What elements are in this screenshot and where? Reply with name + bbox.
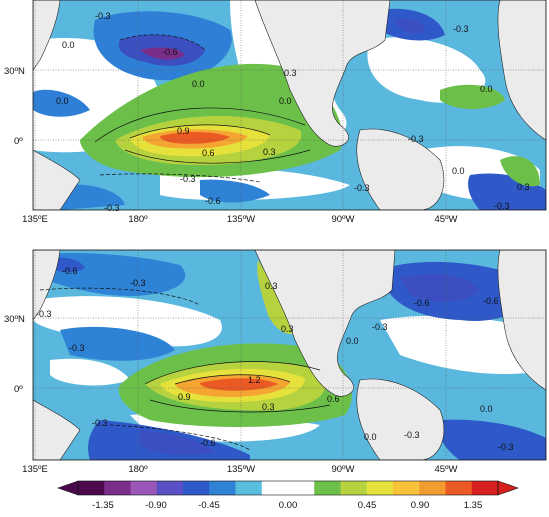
- contour-label: 0.0: [452, 166, 465, 176]
- colorbar-segment: [419, 481, 446, 495]
- contour-label: 0.3: [284, 68, 297, 78]
- colorbar-tick-label: 1.35: [464, 500, 483, 511]
- contour-label: -0.3: [95, 11, 111, 21]
- contour-label: 0.3: [517, 182, 530, 192]
- contour-label: -0.6: [62, 266, 78, 276]
- colorbar-segment: [471, 481, 499, 495]
- lon-tick-label: 45ºW: [434, 214, 457, 225]
- contour-label: 0.0: [56, 96, 69, 106]
- contour-label: 0.3: [281, 324, 294, 334]
- lat-tick-label: 30ºN: [4, 66, 25, 77]
- colorbar-segment: [209, 481, 236, 495]
- colorbar-segment: [104, 481, 131, 495]
- contour-label: -0.6: [414, 298, 430, 308]
- lon-tick-label: 180º: [128, 214, 148, 225]
- contour-label: -0.3: [130, 278, 146, 288]
- colorbar: -1.35 -0.90 -0.45 0.00 0.45 0.90 1.35: [57, 480, 519, 511]
- north-america-land: [254, 0, 391, 147]
- colorbar-segment: [366, 481, 394, 495]
- lon-tick-label: 180º: [128, 464, 148, 475]
- contour-label: 0.0: [279, 96, 292, 106]
- colorbar-frame: [77, 480, 499, 496]
- map-panel-top: 0.0 -0.3 0.0 -0.6 0.0 0.3 0.0 0.9 0.6 0.…: [4, 0, 547, 225]
- lon-tick-label: 135ºE: [22, 214, 48, 225]
- lat-tick-label: 0º: [14, 136, 23, 147]
- lat-tick-label: 30ºN: [4, 314, 25, 325]
- europe-africa-land: [497, 250, 546, 391]
- lon-tick-label: 45ºW: [434, 464, 457, 475]
- contour-label: 0.0: [364, 432, 377, 442]
- colorbar-segment: [288, 481, 315, 495]
- lon-tick-label: 135ºW: [227, 464, 255, 475]
- colorbar-tick-label: 0.45: [358, 500, 377, 511]
- panel-frame: [32, 0, 547, 211]
- contour-label: -0.6: [205, 196, 221, 206]
- colorbar-tick-label: 0.00: [279, 500, 298, 511]
- contour-label: -0.3: [408, 134, 424, 144]
- lat-tick-label: 0º: [14, 384, 23, 395]
- colorbar-left-extension: [57, 480, 79, 496]
- lon-tick-label: 90ºW: [331, 464, 354, 475]
- contour-label: 0.6: [327, 394, 340, 404]
- contour-label: 0.6: [202, 148, 215, 158]
- contour-label: -0.3: [498, 442, 514, 452]
- colorbar-segment: [314, 481, 341, 495]
- contour-label: -0.3: [494, 201, 510, 211]
- contour-label: 0.3: [263, 147, 276, 157]
- lon-tick-label: 135ºE: [22, 464, 48, 475]
- south-america-land: [356, 128, 445, 210]
- colorbar-segment: [130, 481, 158, 495]
- colorbar-segment: [261, 481, 289, 495]
- south-america-land: [356, 378, 445, 460]
- contour-label: 0.3: [265, 281, 278, 291]
- panel-frame: [32, 249, 547, 461]
- contour-label: -0.6: [200, 438, 216, 448]
- contour-label: -0.3: [372, 322, 388, 332]
- contour-label: -0.3: [180, 174, 196, 184]
- colorbar-segment: [393, 481, 420, 495]
- contour-label: 0.0: [480, 404, 493, 414]
- colorbar-segment: [340, 481, 368, 495]
- contour-label: -0.3: [36, 309, 52, 319]
- contour-label: 0.9: [178, 392, 191, 402]
- contour-label: -0.3: [69, 343, 85, 353]
- colorbar-segment: [445, 481, 473, 495]
- contour-label: 0.0: [192, 79, 205, 89]
- contour-label: -0.3: [92, 418, 108, 428]
- contour-label: -0.6: [483, 296, 499, 306]
- colorbar-segment: [183, 481, 210, 495]
- contour-label: -0.3: [104, 203, 120, 213]
- map-panel-bottom: -0.6 -0.3 -0.3 -0.3 0.3 0.3 -0.6 -0.6 -0…: [4, 249, 547, 475]
- contour-label: -0.3: [453, 24, 469, 34]
- colorbar-segment: [235, 481, 263, 495]
- contour-label: 1.2: [248, 375, 261, 385]
- contour-label: -0.3: [354, 183, 370, 193]
- colorbar-segment: [156, 481, 184, 495]
- north-america-land: [254, 250, 396, 397]
- contour-label: 0.0: [62, 40, 75, 50]
- colorbar-tick-label: 0.90: [411, 500, 430, 511]
- contour-label: -0.3: [404, 430, 420, 440]
- colorbar-segment: [78, 481, 105, 495]
- colorbar-right-extension: [497, 480, 519, 496]
- lon-tick-label: 90ºW: [331, 214, 354, 225]
- contour-label: 0.0: [480, 84, 493, 94]
- europe-africa-land: [497, 0, 546, 141]
- contour-label: -0.6: [162, 47, 178, 57]
- colorbar-tick-label: -0.45: [198, 500, 220, 511]
- contour-label: 0.9: [177, 126, 190, 136]
- contour-label: 0.3: [262, 402, 275, 412]
- colorbar-tick-label: -1.35: [92, 500, 114, 511]
- contour-label: 0.0: [346, 336, 359, 346]
- lon-tick-label: 135ºW: [227, 214, 255, 225]
- colorbar-tick-label: -0.90: [145, 500, 167, 511]
